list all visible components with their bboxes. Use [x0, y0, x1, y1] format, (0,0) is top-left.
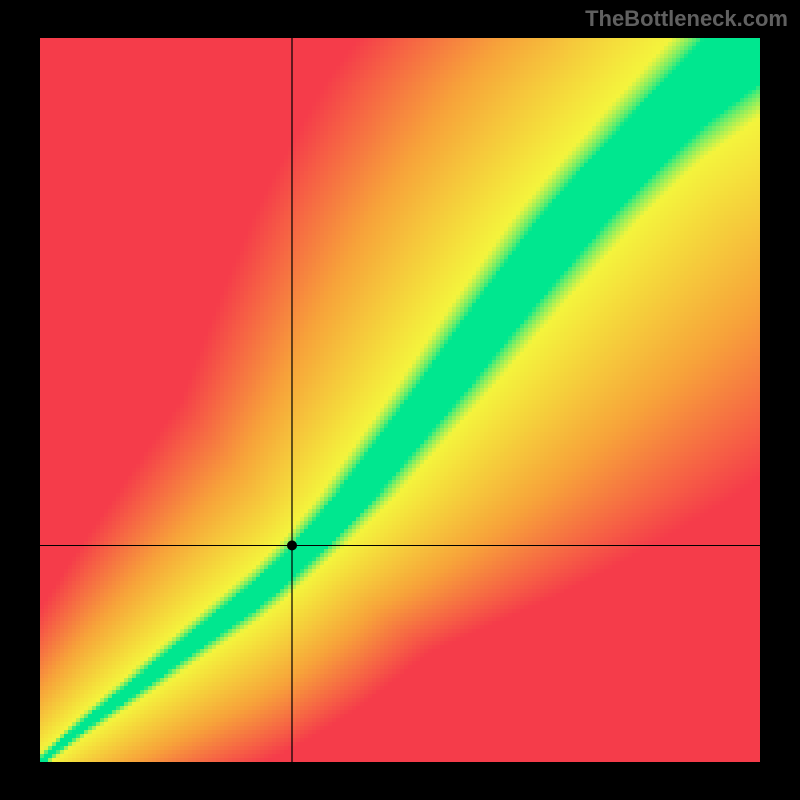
watermark: TheBottleneck.com: [585, 6, 788, 32]
heatmap-canvas: [0, 0, 800, 800]
chart-container: TheBottleneck.com: [0, 0, 800, 800]
